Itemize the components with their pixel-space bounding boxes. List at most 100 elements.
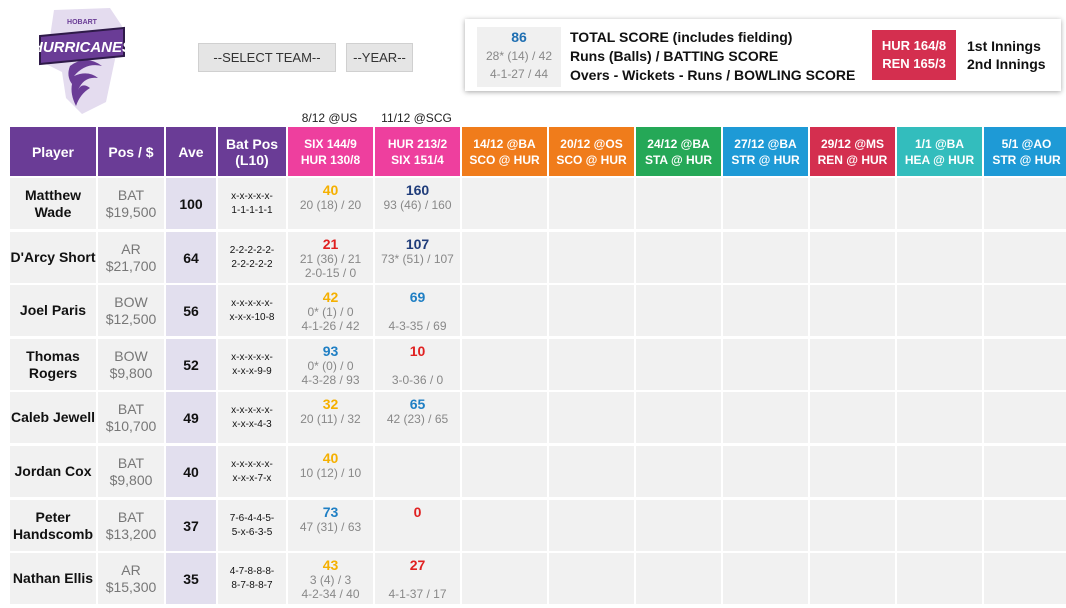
game-batting-score [375, 305, 460, 319]
game-header-text: 20/12 @OS SCO @ HUR [556, 136, 626, 168]
empty-game-cell [549, 339, 634, 390]
game-score-cell[interactable]: 107 73* (51) / 107 [375, 232, 460, 283]
empty-game-cell [636, 232, 721, 283]
empty-game-cell [897, 232, 982, 283]
game-batting-score: 20 (11) / 32 [300, 412, 361, 426]
player-name[interactable]: Matthew Wade [10, 178, 96, 229]
score-legend: 86 28* (14) / 42 4-1-27 / 44 TOTAL SCORE… [465, 19, 1061, 91]
player-bat-positions: x-x-x-x-x- 1-1-1-1-1 [218, 178, 286, 229]
game-score-cell[interactable]: 27 4-1-37 / 17 [375, 553, 460, 604]
empty-game-cell [984, 339, 1066, 390]
empty-game-cell [636, 392, 721, 443]
empty-game-cell [897, 285, 982, 336]
game-score-cell[interactable]: 21 21 (36) / 21 2-0-15 / 0 [288, 232, 373, 283]
empty-game-cell [549, 232, 634, 283]
empty-game-cell [723, 500, 808, 551]
player-name[interactable]: Caleb Jewell [10, 392, 96, 443]
bat-pos-line1: 7-6-4-4-5- [229, 512, 275, 524]
game-batting-score: 0* (1) / 0 [307, 305, 354, 319]
empty-game-cell [810, 553, 895, 604]
game-header[interactable]: 14/12 @BA SCO @ HUR [462, 127, 547, 176]
game-header[interactable]: 20/12 @OS SCO @ HUR [549, 127, 634, 176]
game-header[interactable]: 5/1 @AO STR @ HUR [984, 127, 1066, 176]
empty-game-cell [462, 446, 547, 497]
header-pos-price[interactable]: Pos / $ [98, 127, 164, 176]
game-header-text: 24/12 @BA STA @ HUR [645, 136, 712, 168]
game-score-cell[interactable]: 42 0* (1) / 0 4-1-26 / 42 [288, 285, 373, 336]
bat-pos-line1: x-x-x-x-x- [231, 351, 273, 363]
empty-game-cell [897, 178, 982, 229]
bat-pos-line2: x-x-x-7-x [232, 472, 272, 484]
game-header-line1: HUR 213/2 [387, 136, 448, 151]
legend-first-innings-label: 1st Innings [967, 38, 1041, 54]
game-header-text: HUR 213/2 SIX 151/4 [388, 136, 447, 168]
empty-game-cell [723, 285, 808, 336]
game-header[interactable]: 27/12 @BA STR @ HUR [723, 127, 808, 176]
player-name[interactable]: Thomas Rogers [10, 339, 96, 390]
game-score-cell[interactable]: 10 3-0-36 / 0 [375, 339, 460, 390]
game-score-cell[interactable]: 93 0* (0) / 0 4-3-28 / 93 [288, 339, 373, 390]
game-score-cell[interactable]: 73 47 (31) / 63 [288, 500, 373, 551]
header-bat-pos[interactable]: Bat Pos (L10) [218, 127, 286, 176]
empty-game-cell [897, 446, 982, 497]
player-average: 64 [166, 232, 216, 283]
player-name[interactable]: Jordan Cox [10, 446, 96, 497]
player-name[interactable]: Joel Paris [10, 285, 96, 336]
empty-game-cell [810, 446, 895, 497]
game-score-cell[interactable]: 32 20 (11) / 32 [288, 392, 373, 443]
game-score-cell[interactable]: 160 93 (46) / 160 [375, 178, 460, 229]
game-header-text: 29/12 @MS REN @ HUR [818, 136, 888, 168]
game-header-line1: 20/12 @OS [560, 136, 623, 151]
game-header[interactable]: 24/12 @BA STA @ HUR [636, 127, 721, 176]
game-score-cell[interactable]: 40 20 (18) / 20 [288, 178, 373, 229]
game-bowling-score: 4-1-26 / 42 [301, 319, 360, 333]
year-select-button[interactable]: --YEAR-- [346, 43, 413, 72]
player-name[interactable]: Nathan Ellis [10, 553, 96, 604]
player-price: $9,800 [109, 471, 153, 488]
empty-game-cell [984, 500, 1066, 551]
empty-game-cell [984, 392, 1066, 443]
game-total-score: 160 [405, 182, 430, 198]
player-price: $21,700 [105, 257, 157, 274]
bat-pos-line1: 4-7-8-8-8- [229, 565, 275, 577]
game-header[interactable]: HUR 213/2 SIX 151/4 [375, 127, 460, 176]
game-score-cell[interactable] [375, 446, 460, 497]
game-bowling-score: 4-3-35 / 69 [388, 319, 447, 333]
empty-game-cell [636, 178, 721, 229]
bat-pos-line1: 2-2-2-2-2- [229, 244, 275, 256]
game-score-cell[interactable]: 0 [375, 500, 460, 551]
select-team-button[interactable]: --SELECT TEAM-- [198, 43, 336, 72]
game-score-cell[interactable]: 65 42 (23) / 65 [375, 392, 460, 443]
header-player[interactable]: Player [10, 127, 96, 176]
player-position: AR [121, 561, 141, 578]
player-bat-positions: 7-6-4-4-5- 5-x-6-3-5 [218, 500, 286, 551]
game-header-line2: STR @ HUR [992, 152, 1061, 167]
empty-game-cell [636, 339, 721, 390]
game-header-line2: HEA @ HUR [904, 152, 975, 167]
game-header-line2: SCO @ HUR [469, 152, 540, 167]
legend-innings-scores: HUR 164/8 REN 165/3 [872, 30, 956, 80]
bat-pos-line1: x-x-x-x-x- [231, 190, 273, 202]
game-batting-score [375, 573, 460, 587]
game-header[interactable]: SIX 144/9 HUR 130/8 [288, 127, 373, 176]
game-score-cell[interactable]: 40 10 (12) / 10 [288, 446, 373, 497]
game-header-text: 27/12 @BA STR @ HUR [731, 136, 799, 168]
player-average: 56 [166, 285, 216, 336]
header-average[interactable]: Ave [166, 127, 216, 176]
empty-game-cell [462, 553, 547, 604]
game-header-line1: SIX 144/9 [304, 136, 357, 151]
game-header-line2: HUR 130/8 [300, 152, 361, 167]
game-header[interactable]: 29/12 @MS REN @ HUR [810, 127, 895, 176]
empty-game-cell [723, 232, 808, 283]
game-total-score: 69 [409, 289, 426, 305]
player-name[interactable]: D'Arcy Short [10, 232, 96, 283]
game-batting-score: 73* (51) / 107 [381, 252, 454, 266]
game-batting-score: 93 (46) / 160 [383, 198, 452, 212]
game-pre-label: 11/12 @SCG [381, 111, 452, 125]
empty-game-cell [462, 285, 547, 336]
player-name[interactable]: Peter Handscomb [10, 500, 96, 551]
game-score-cell[interactable]: 69 4-3-35 / 69 [375, 285, 460, 336]
game-score-cell[interactable]: 43 3 (4) / 3 4-2-34 / 40 [288, 553, 373, 604]
game-bowling-score: 3-0-36 / 0 [391, 373, 444, 387]
game-header[interactable]: 1/1 @BA HEA @ HUR [897, 127, 982, 176]
